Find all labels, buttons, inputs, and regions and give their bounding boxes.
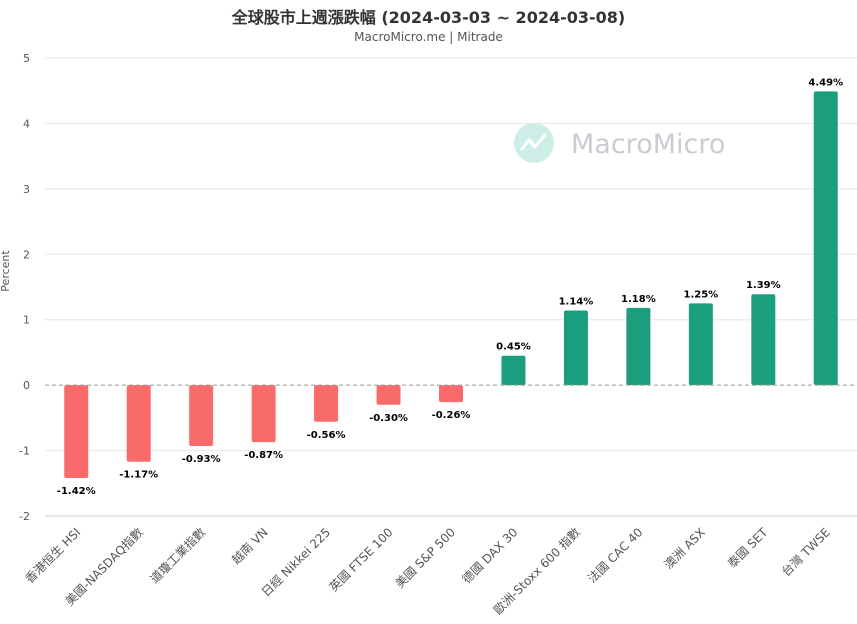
x-tick-label: 台灣 TWSE [778, 525, 833, 580]
data-label: -0.87% [244, 450, 283, 461]
y-tick-label: 1 [23, 314, 30, 327]
bar [813, 91, 838, 386]
bar-series [64, 91, 838, 479]
y-tick-label: 5 [23, 52, 30, 65]
data-labels: -1.42% -1.17% -0.93% -0.87% -0.56% -0.30% -0.2… [57, 77, 843, 497]
data-label: 4.49% [808, 77, 843, 88]
chart-subtitle: MacroMicro.me | Mitrade [354, 30, 503, 44]
data-label: 1.25% [683, 289, 718, 300]
chart-title: 全球股市上週漲跌幅 (2024-03-03 ~ 2024-03-08) [231, 8, 626, 27]
bar [314, 385, 339, 422]
data-label: -0.56% [307, 430, 346, 441]
data-label: -0.30% [369, 413, 408, 424]
x-tick-label: 英國 FTSE 100 [327, 525, 396, 594]
bar [501, 355, 526, 386]
y-tick-label: 0 [23, 379, 30, 392]
y-axis: Percent [0, 250, 12, 292]
bar [688, 303, 713, 386]
y-axis-title: Percent [0, 250, 12, 292]
bar [126, 385, 151, 462]
bar [751, 294, 776, 386]
x-tick-label: 泰國 SET [725, 525, 771, 571]
x-tick-label: 香港恒生 HSI [23, 525, 84, 586]
data-label: -0.93% [182, 454, 221, 465]
y-tick-label: 4 [23, 117, 30, 130]
data-label: -0.26% [432, 410, 471, 421]
watermark-text: MacroMicro [571, 129, 725, 160]
bar [251, 385, 276, 443]
data-label: 1.14% [559, 297, 594, 308]
data-label: 0.45% [496, 342, 531, 353]
y-tick-label: -1 [19, 445, 30, 458]
watermark: MacroMicro [514, 123, 725, 163]
macromicro-logo-icon [514, 123, 554, 163]
y-tick-label: 2 [23, 248, 30, 261]
data-label: 1.39% [746, 280, 781, 291]
x-tick-label: 日經 Nikkei 225 [259, 525, 333, 599]
logo-trend-line [520, 133, 547, 151]
x-tick-label: 澳洲 ASX [661, 525, 708, 572]
bar [563, 310, 588, 386]
x-tick-label: 德國 DAX 30 [459, 525, 521, 587]
data-label: -1.17% [119, 470, 158, 481]
data-label: 1.18% [621, 294, 656, 305]
x-tick-label: 道瓊工業指數 [147, 525, 209, 587]
bar [626, 307, 651, 386]
bar [189, 385, 214, 446]
x-tick-label: 法國 CAC 40 [585, 525, 646, 586]
grid-lines [45, 57, 857, 517]
y-tick-label: 3 [23, 183, 30, 196]
x-tick-label: 越南 VN [228, 525, 270, 567]
bar [64, 385, 89, 479]
y-axis-ticks: 5 4 3 2 1 0 -1 -2 [19, 52, 30, 523]
bar [376, 385, 401, 405]
data-label: -1.42% [57, 486, 96, 497]
y-tick-label: -2 [19, 510, 30, 523]
bar [439, 385, 463, 403]
x-tick-label: 美國 S&P 500 [393, 525, 459, 591]
